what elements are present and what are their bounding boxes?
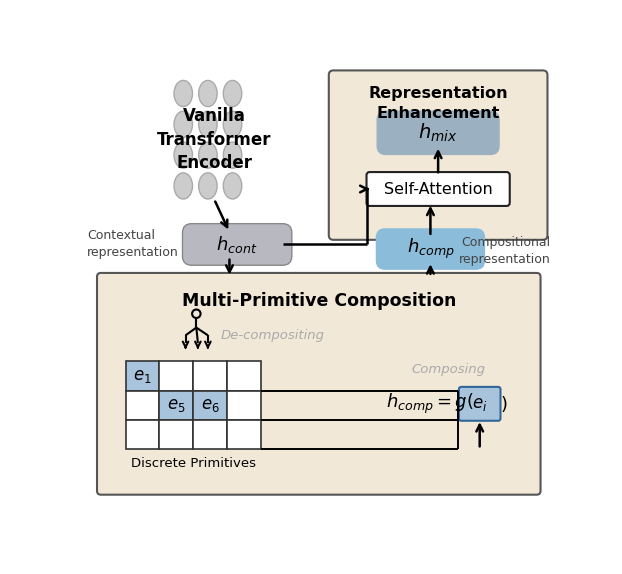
Text: $h_{mix}$: $h_{mix}$: [419, 122, 458, 144]
Bar: [126, 420, 159, 449]
Ellipse shape: [223, 173, 242, 199]
Text: Representation
Enhancement: Representation Enhancement: [368, 86, 508, 121]
Ellipse shape: [223, 80, 242, 107]
Text: Compositional
representation: Compositional representation: [459, 235, 550, 266]
Ellipse shape: [174, 80, 192, 107]
Text: De-compositing: De-compositing: [221, 329, 325, 342]
Text: $e_6$: $e_6$: [201, 397, 220, 414]
Bar: [126, 391, 159, 420]
FancyBboxPatch shape: [329, 71, 547, 240]
Text: $)$: $)$: [499, 394, 507, 414]
Text: Composing: Composing: [412, 363, 486, 375]
Ellipse shape: [223, 142, 242, 168]
Bar: [159, 362, 193, 391]
Bar: [227, 420, 261, 449]
FancyBboxPatch shape: [366, 172, 510, 206]
Ellipse shape: [174, 173, 192, 199]
Text: $h_{cont}$: $h_{cont}$: [216, 234, 258, 255]
Text: Contextual
representation: Contextual representation: [87, 230, 179, 259]
Bar: [193, 362, 227, 391]
Bar: [227, 391, 261, 420]
Text: $h_{comp} = g($: $h_{comp} = g($: [386, 391, 473, 416]
Text: Multi-Primitive Composition: Multi-Primitive Composition: [182, 292, 456, 310]
Text: Self-Attention: Self-Attention: [384, 181, 493, 196]
FancyBboxPatch shape: [376, 228, 485, 270]
Text: $h_{comp}$: $h_{comp}$: [407, 237, 454, 261]
Text: $e_i$: $e_i$: [472, 395, 488, 413]
Ellipse shape: [198, 111, 217, 137]
FancyBboxPatch shape: [459, 387, 501, 421]
Ellipse shape: [198, 80, 217, 107]
Bar: [159, 391, 193, 420]
Ellipse shape: [223, 111, 242, 137]
Text: Discrete Primitives: Discrete Primitives: [131, 457, 256, 470]
Bar: [159, 420, 193, 449]
Text: $e_5$: $e_5$: [167, 397, 185, 414]
Bar: [193, 420, 227, 449]
Bar: [193, 391, 227, 420]
FancyBboxPatch shape: [182, 224, 292, 265]
FancyBboxPatch shape: [97, 273, 541, 495]
Bar: [227, 362, 261, 391]
Ellipse shape: [198, 173, 217, 199]
Ellipse shape: [198, 142, 217, 168]
Bar: [126, 362, 159, 391]
FancyBboxPatch shape: [376, 110, 499, 155]
Ellipse shape: [174, 111, 192, 137]
Ellipse shape: [174, 142, 192, 168]
Text: $e_1$: $e_1$: [133, 367, 152, 385]
Text: Vanilla
Transformer
Encoder: Vanilla Transformer Encoder: [157, 107, 271, 172]
